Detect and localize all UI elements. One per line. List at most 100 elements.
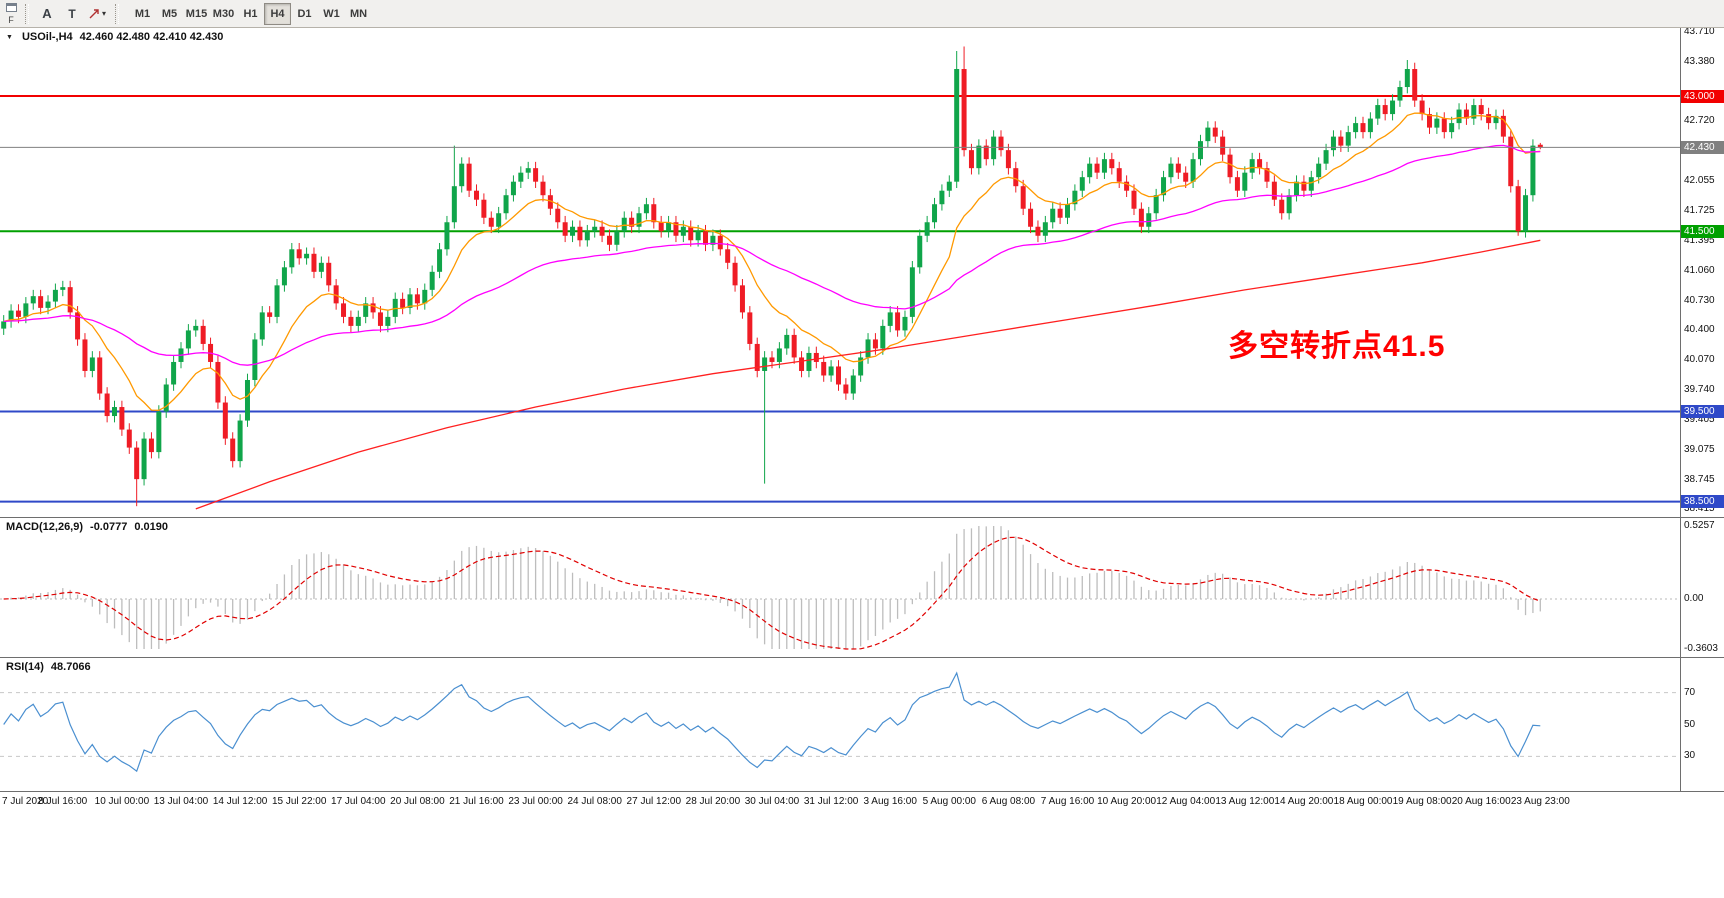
price-tag: 39.500 — [1681, 405, 1724, 419]
price-tick-label: 39.740 — [1684, 383, 1715, 395]
macd-axis: 0.5257 0.00 -0.3603 — [1680, 518, 1724, 657]
rsi-axis-label: 30 — [1684, 750, 1696, 762]
text-tool-label: A — [42, 6, 52, 21]
rsi-value: 48.7066 — [50, 661, 91, 673]
caret-down-icon: ▾ — [101, 9, 106, 18]
rsi-label: RSI(14) 48.7066 — [6, 661, 91, 673]
time-label: 15 Jul 22:00 — [271, 796, 327, 807]
time-label: 20 Aug 16:00 — [1451, 796, 1511, 807]
time-label: 5 Aug 00:00 — [922, 796, 976, 807]
timeframe-button-m15[interactable]: M15 — [183, 3, 210, 25]
symbol-label: USOil-,H4 — [21, 31, 73, 43]
time-label: 3 Aug 16:00 — [863, 796, 917, 807]
macd-axis-label: -0.3603 — [1684, 643, 1718, 654]
price-tag: 38.500 — [1681, 495, 1724, 509]
symbol-ohlc-label: ▼ USOil-,H4 42.460 42.480 42.410 42.430 — [6, 31, 223, 43]
text-tool-button[interactable]: A — [35, 3, 59, 25]
timeframe-button-w1[interactable]: W1 — [318, 3, 345, 25]
time-axis[interactable]: 7 Jul 2020 8 Jul 16:00 10 Jul 00:00 13 Jul … — [0, 791, 1724, 813]
price-tick-label: 40.730 — [1684, 294, 1715, 306]
toolbar-grip[interactable] — [115, 3, 119, 24]
time-label: 12 Aug 04:00 — [1156, 796, 1216, 807]
time-label: 14 Jul 12:00 — [212, 796, 268, 807]
timeframe-button-m5[interactable]: M5 — [156, 3, 183, 25]
ohlc-values: 42.460 42.480 42.410 42.430 — [79, 31, 224, 43]
price-axis[interactable]: 43.710 43.380 42.720 42.055 41.725 41.395 41.0… — [1680, 28, 1724, 517]
price-tick-label: 41.060 — [1684, 264, 1715, 276]
price-tick-label: 40.070 — [1684, 354, 1715, 366]
time-label: 19 Aug 08:00 — [1392, 796, 1452, 807]
macd-chart — [0, 526, 1680, 650]
time-label: 14 Aug 20:00 — [1274, 796, 1334, 807]
price-tick-label: 38.415 — [1684, 503, 1715, 515]
price-tick-label: 43.710 — [1684, 28, 1715, 38]
rsi-axis-label: 50 — [1684, 718, 1696, 730]
price-tick-label: 41.395 — [1684, 234, 1715, 246]
price-tick-label: 41.725 — [1684, 204, 1715, 216]
timeframe-button-d1[interactable]: D1 — [291, 3, 318, 25]
macd-name: MACD(12,26,9) — [6, 521, 84, 533]
time-label: 20 Jul 08:00 — [390, 796, 445, 807]
time-label: 8 Jul 16:00 — [38, 796, 88, 807]
toolbar: F A T ▾ M1 M5 M15 M30 H1 H4 D1 W1 MN — [0, 0, 1724, 28]
bottom-filler — [0, 813, 1724, 898]
rsi-axis-label: 70 — [1684, 686, 1696, 698]
time-label: 21 Jul 16:00 — [449, 796, 504, 807]
time-label: 23 Jul 00:00 — [508, 796, 563, 807]
price-tag: 43.000 — [1681, 89, 1724, 103]
timeframe-button-m30[interactable]: M30 — [210, 3, 237, 25]
timeframe-button-h1[interactable]: H1 — [237, 3, 264, 25]
price-tag: 41.500 — [1681, 224, 1724, 238]
time-label: 6 Aug 08:00 — [981, 796, 1036, 807]
text-label-tool-button[interactable]: T — [60, 3, 84, 25]
chart-window-icon — [5, 2, 17, 12]
time-label: 13 Jul 04:00 — [153, 796, 209, 807]
time-label: 18 Aug 00:00 — [1333, 796, 1393, 807]
price-tick-label: 40.400 — [1684, 324, 1715, 336]
time-label: 27 Jul 12:00 — [626, 796, 682, 807]
rsi-axis: 70 50 30 — [1680, 658, 1724, 791]
rsi-chart — [0, 671, 1680, 773]
time-label: 13 Aug 12:00 — [1215, 796, 1275, 807]
timeframe-button-mn[interactable]: MN — [345, 3, 372, 25]
time-label: 30 Jul 04:00 — [744, 796, 800, 807]
time-label: 10 Aug 20:00 — [1097, 796, 1157, 807]
price-tick-label: 42.720 — [1684, 115, 1715, 127]
price-tick-label: 39.075 — [1684, 443, 1715, 455]
time-label: 28 Jul 20:00 — [685, 796, 741, 807]
rsi-panel[interactable]: RSI(14) 48.7066 70 50 30 — [0, 657, 1724, 791]
arrow-tool-icon — [89, 8, 99, 18]
macd-main-value: -0.0777 — [90, 521, 128, 533]
price-tag: 42.430 — [1681, 140, 1724, 154]
timeframe-button-h4[interactable]: H4 — [264, 2, 291, 25]
toolbar-corner: F — [3, 1, 19, 27]
toolbar-grip[interactable] — [25, 3, 29, 24]
time-label: 7 Jul 2020 — [2, 796, 49, 807]
macd-axis-label: 0.5257 — [1684, 520, 1715, 531]
macd-signal-value: 0.0190 — [134, 521, 168, 533]
price-tick-label: 38.745 — [1684, 473, 1715, 485]
timeframe-toolbar: M1 M5 M15 M30 H1 H4 D1 W1 MN — [129, 2, 372, 25]
rsi-name: RSI(14) — [6, 661, 44, 673]
time-label: 24 Jul 08:00 — [567, 796, 622, 807]
chart-dropdown-icon[interactable]: ▼ — [6, 33, 13, 41]
time-label: 7 Aug 16:00 — [1040, 796, 1095, 807]
chart-stack: ▼ USOil-,H4 42.460 42.480 42.410 42.430 … — [0, 28, 1724, 898]
timeframe-button-m1[interactable]: M1 — [129, 3, 156, 25]
arrows-tool-button[interactable]: ▾ — [85, 3, 109, 25]
macd-panel[interactable]: MACD(12,26,9) -0.0777 0.0190 0.5257 0.00 -… — [0, 517, 1724, 657]
time-label: 10 Jul 00:00 — [94, 796, 150, 807]
text-label-tool-label: T — [68, 6, 76, 21]
f-label: F — [8, 14, 14, 25]
price-tick-label: 42.055 — [1684, 175, 1715, 187]
time-label: 17 Jul 04:00 — [331, 796, 386, 807]
time-label: 31 Jul 12:00 — [803, 796, 859, 807]
annotation-text: 多空转折点41.5 — [1228, 330, 1446, 363]
price-chart-panel[interactable]: ▼ USOil-,H4 42.460 42.480 42.410 42.430 … — [0, 28, 1724, 517]
price-tick-label: 39.405 — [1684, 414, 1715, 426]
macd-axis-label: 0.00 — [1684, 592, 1704, 604]
candlestick-chart[interactable] — [0, 28, 1680, 517]
time-label: 23 Aug 23:00 — [1510, 796, 1570, 807]
macd-label: MACD(12,26,9) -0.0777 0.0190 — [6, 521, 168, 533]
